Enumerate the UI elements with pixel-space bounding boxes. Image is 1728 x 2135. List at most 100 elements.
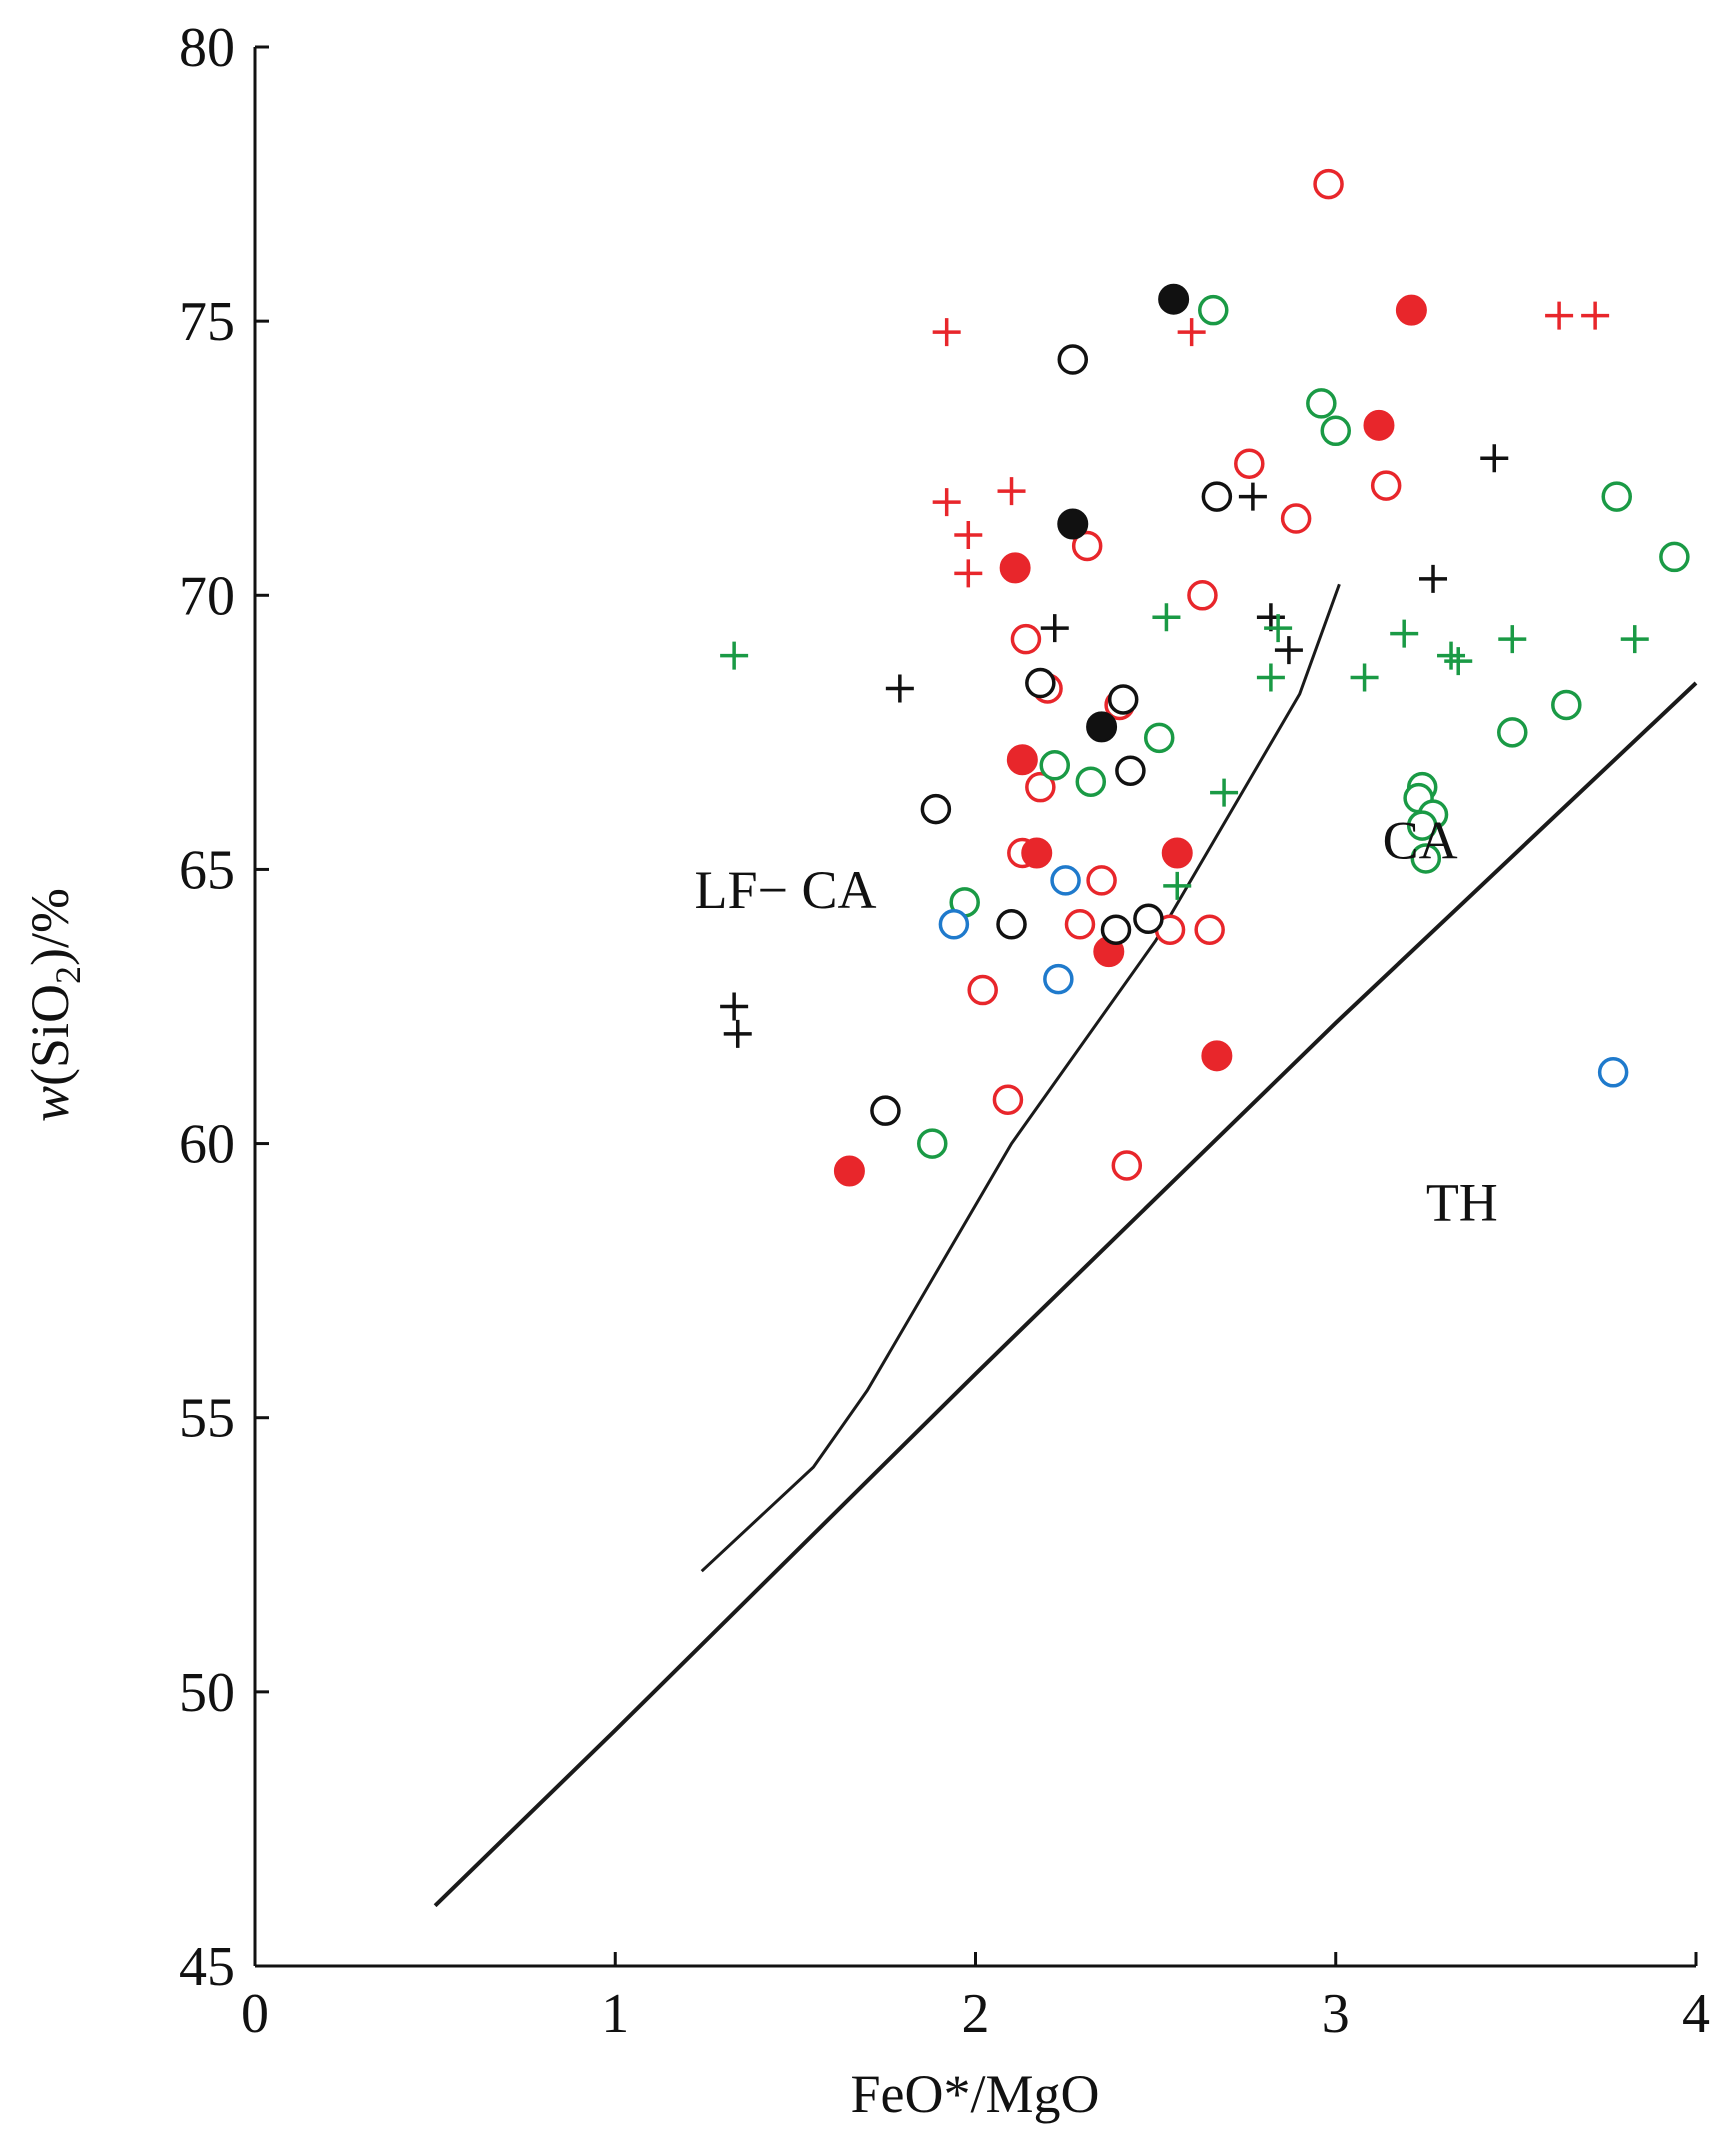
region-label: LF− CA (695, 860, 877, 920)
data-point-plus (723, 1019, 752, 1048)
data-point-plus (1545, 301, 1574, 330)
data-point-open-circle (1100, 914, 1132, 945)
data-point-filled-circle (1086, 711, 1118, 743)
data-point-plus (720, 992, 749, 1021)
y-axis-title-close: )/% (20, 888, 80, 966)
data-point-plus (932, 488, 961, 517)
data-point-open-circle (920, 793, 952, 825)
data-point-open-circle (1497, 717, 1528, 748)
data-point-plus (1350, 663, 1379, 692)
data-point-open-circle (1010, 623, 1042, 655)
data-point-open-circle (1280, 503, 1312, 534)
data-point-plus (1210, 778, 1239, 807)
series-red-plus (932, 301, 1610, 588)
region-label: TH (1426, 1172, 1498, 1232)
data-point-open-circle (1601, 481, 1632, 512)
data-point-open-circle (1370, 470, 1402, 501)
data-point-open-circle (1406, 810, 1438, 841)
x-axis-title: FeO*/MgO (850, 2064, 1099, 2124)
data-point-plus (1620, 625, 1649, 654)
data-point-open-circle (1133, 903, 1164, 935)
data-point-plus (1581, 301, 1610, 330)
y-tick-label: 70 (179, 565, 235, 627)
series-green-plus (720, 603, 1649, 900)
boundary-line (433, 681, 1698, 1908)
data-point-plus (1040, 614, 1069, 643)
data-point-open-circle (1198, 294, 1229, 326)
data-point-open-circle (1043, 963, 1074, 995)
boundary-lines (433, 583, 1698, 1908)
axis-ticks: 0 1 2 3 4 45 50 55 60 65 70 75 80 (179, 17, 1710, 2045)
x-tick-label: 4 (1682, 1983, 1710, 2045)
data-point-open-circle (1086, 865, 1117, 896)
data-point-open-circle (1050, 865, 1081, 896)
series-green-open-circle (917, 294, 1690, 1159)
x-tick-label: 1 (601, 1983, 629, 2045)
data-point-plus (1256, 663, 1285, 692)
y-tick-label: 55 (179, 1388, 235, 1450)
y-axis-title: w(SiO2)/% (20, 888, 88, 1122)
y-tick-label: 80 (179, 17, 235, 79)
data-point-open-circle (1115, 755, 1146, 786)
data-point-open-circle (1071, 530, 1103, 562)
data-markers (720, 168, 1690, 1187)
data-point-plus (1238, 482, 1267, 511)
data-point-plus (1163, 871, 1192, 900)
data-point-open-circle (996, 909, 1027, 940)
data-point-filled-circle (1158, 283, 1190, 315)
data-point-plus (1444, 647, 1473, 676)
boundary-line (700, 583, 1341, 1573)
data-point-open-circle (1064, 909, 1096, 940)
data-point-filled-circle (1201, 1040, 1233, 1072)
data-point-plus (885, 674, 914, 703)
data-point-open-circle (1234, 448, 1265, 479)
data-point-open-circle (870, 1095, 901, 1126)
data-point-plus (954, 559, 983, 588)
data-point-plus (932, 318, 961, 347)
y-tick-label: 75 (179, 291, 235, 353)
data-point-open-circle (1111, 1150, 1143, 1181)
data-point-plus (1480, 444, 1509, 473)
data-point-filled-circle (1057, 508, 1089, 540)
y-tick-label: 50 (179, 1662, 235, 1724)
data-point-open-circle (1194, 914, 1225, 945)
plot-frame (253, 47, 1696, 1968)
data-point-open-circle (917, 1128, 948, 1159)
data-point-open-circle (1597, 1057, 1629, 1088)
data-point-filled-circle (1006, 744, 1038, 776)
data-point-plus (1390, 619, 1419, 648)
data-point-open-circle (1057, 344, 1089, 375)
data-point-filled-circle (1363, 409, 1395, 441)
series-blue-open-circle (938, 865, 1629, 1088)
data-point-open-circle (1075, 766, 1107, 797)
y-axis-title-sub: 2 (48, 966, 88, 984)
data-point-open-circle (1551, 689, 1582, 721)
data-point-plus (1498, 625, 1527, 654)
data-point-open-circle (992, 1084, 1024, 1115)
series-black-open-circle (870, 344, 1233, 1126)
data-point-filled-circle (833, 1155, 865, 1187)
data-point-open-circle (1410, 843, 1442, 874)
data-point-plus (1274, 636, 1303, 665)
data-point-plus (1264, 614, 1293, 643)
y-tick-label: 60 (179, 1114, 235, 1176)
data-point-plus (954, 520, 983, 549)
region-label: CA (1383, 810, 1458, 870)
y-axis-title-open: (SiO (20, 984, 80, 1086)
data-point-open-circle (1107, 684, 1139, 715)
series-black-plus (720, 444, 1509, 1048)
region-labels: LF− CA CA TH (695, 810, 1498, 1232)
data-point-open-circle (938, 909, 970, 940)
y-tick-label: 65 (179, 839, 235, 901)
data-point-plus (720, 641, 749, 670)
data-point-open-circle (1201, 481, 1233, 512)
data-point-plus (1177, 318, 1206, 347)
data-point-plus (997, 477, 1026, 506)
data-point-open-circle (1025, 771, 1056, 803)
data-point-open-circle (967, 974, 998, 1006)
x-tick-label: 2 (962, 1983, 990, 2045)
data-point-open-circle (1320, 415, 1351, 447)
data-point-open-circle (1659, 541, 1690, 573)
data-point-plus (1152, 603, 1181, 632)
